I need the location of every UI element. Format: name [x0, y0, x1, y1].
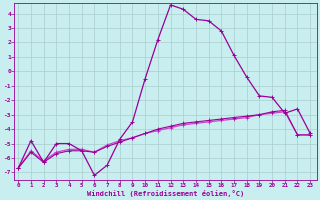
X-axis label: Windchill (Refroidissement éolien,°C): Windchill (Refroidissement éolien,°C) — [87, 190, 244, 197]
